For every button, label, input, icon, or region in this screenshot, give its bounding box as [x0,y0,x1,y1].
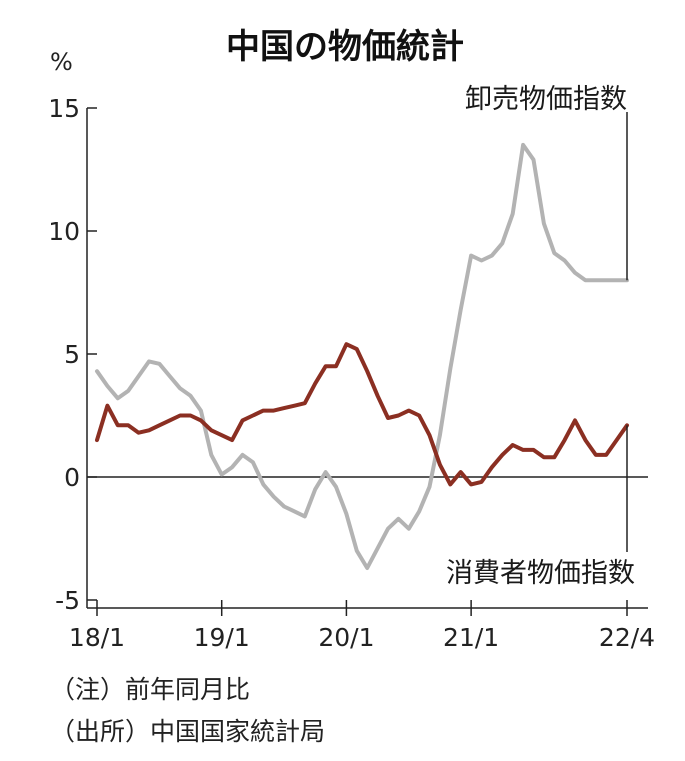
note: （注）前年同月比 [50,675,251,704]
y-tick-label: 5 [64,340,80,369]
y-tick-label: -5 [55,586,80,615]
x-tick-label: 18/1 [69,623,125,652]
y-tick-label: 0 [64,463,80,492]
chart: 中国の物価統計 % -5 0 5 10 15 18/1 19/1 20/1 21/1 22/4 卸… [48,27,655,652]
y-axis-unit: % [50,48,73,76]
consumer-price-line [95,342,629,487]
chart-title: 中国の物価統計 [226,27,464,67]
consumer-series-label: 消費者物価指数 [446,558,635,589]
y-tick-label: 10 [48,217,80,246]
wholesale-price-line [95,142,629,570]
x-tick-label: 21/1 [443,623,499,652]
wholesale-series-label: 卸売物価指数 [465,84,627,115]
series-layer [95,142,629,570]
x-tick-label: 20/1 [318,623,374,652]
axes: -5 0 5 10 15 18/1 19/1 20/1 21/1 22/4 [48,94,655,652]
x-tick-label: 19/1 [194,623,250,652]
x-tick-label: 22/4 [599,623,655,652]
source-note: （出所）中国国家統計局 [50,717,326,746]
y-tick-label: 15 [48,94,80,123]
